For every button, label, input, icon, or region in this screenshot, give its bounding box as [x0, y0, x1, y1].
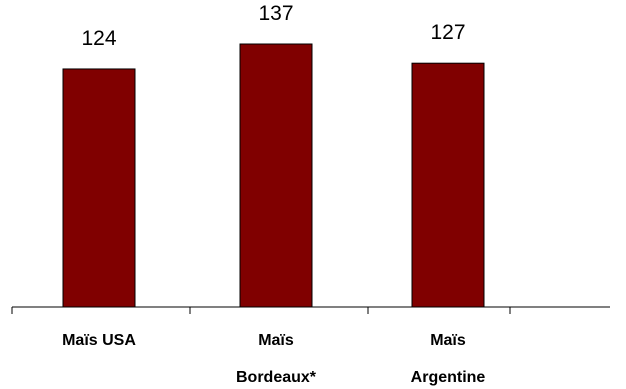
bar-3 — [411, 62, 485, 308]
value-label-3: 127 — [430, 21, 465, 44]
bar-2 — [239, 43, 313, 308]
category-label-3: Maïs Argentine — [411, 332, 486, 386]
category-label-3-line-2: Argentine — [411, 369, 486, 386]
category-label-3-line-1: Maïs — [430, 332, 466, 349]
category-label-2-line-1: Maïs — [258, 332, 294, 349]
category-label-2-line-2: Bordeaux* — [236, 369, 317, 386]
category-label-1: Maïs USA — [62, 332, 136, 349]
category-labels-group: Maïs USA Maïs Bordeaux* Maïs Argentine — [62, 332, 485, 386]
bar-1 — [62, 68, 136, 308]
category-label-2: Maïs Bordeaux* — [236, 332, 317, 386]
bars-group — [62, 43, 485, 308]
category-label-1-line-1: Maïs USA — [62, 332, 136, 349]
value-labels-group: 124 137 127 — [81, 2, 465, 50]
x-axis — [11, 306, 610, 314]
value-label-1: 124 — [81, 27, 116, 50]
value-label-2: 137 — [258, 2, 293, 25]
